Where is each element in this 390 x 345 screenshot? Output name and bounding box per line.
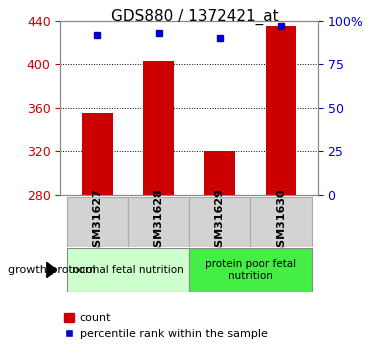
Bar: [67, 248, 189, 292]
Text: GSM31629: GSM31629: [215, 188, 225, 255]
Text: GSM31627: GSM31627: [92, 188, 102, 255]
Bar: [189, 248, 312, 292]
Bar: [82, 113, 113, 195]
Text: GSM31630: GSM31630: [276, 188, 286, 255]
Bar: [204, 151, 235, 195]
Text: normal fetal nutrition: normal fetal nutrition: [72, 265, 184, 275]
Bar: [250, 197, 312, 247]
Text: protein poor fetal
nutrition: protein poor fetal nutrition: [205, 259, 296, 281]
Bar: [266, 26, 296, 195]
Bar: [143, 61, 174, 195]
Legend: count, percentile rank within the sample: count, percentile rank within the sample: [64, 313, 268, 339]
Text: GSM31628: GSM31628: [154, 188, 163, 255]
Bar: [128, 197, 189, 247]
Bar: [67, 197, 128, 247]
Polygon shape: [47, 262, 57, 277]
Bar: [189, 197, 250, 247]
Text: GDS880 / 1372421_at: GDS880 / 1372421_at: [111, 9, 279, 25]
Text: growth protocol: growth protocol: [8, 265, 96, 275]
